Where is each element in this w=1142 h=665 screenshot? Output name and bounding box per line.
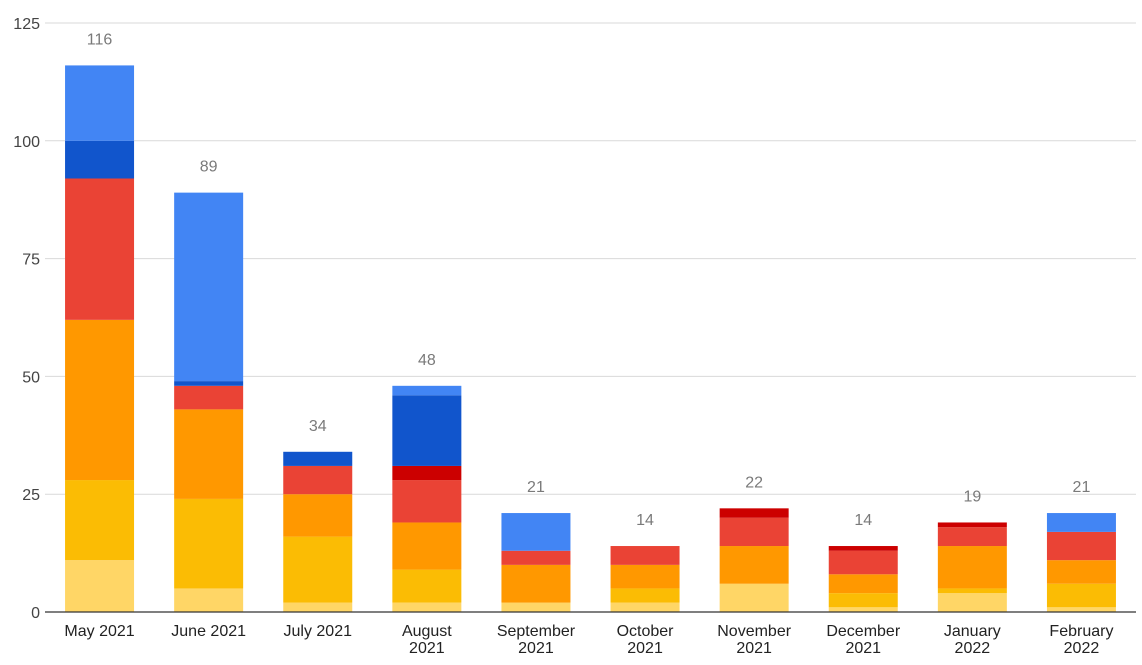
bar-segment xyxy=(937,522,1007,528)
bar-segment xyxy=(174,381,244,386)
bar-segment xyxy=(392,385,462,396)
bar-segment xyxy=(1046,560,1116,584)
bar-segment xyxy=(610,564,680,589)
bar-total-label: 34 xyxy=(309,418,327,435)
bar-segment xyxy=(719,517,789,547)
bar-segment xyxy=(1046,607,1116,612)
bar-segment xyxy=(174,192,244,382)
bar-segment xyxy=(610,588,680,603)
x-tick-label: 2021 xyxy=(518,640,554,657)
bar-segment xyxy=(937,546,1007,589)
bar-total-label: 14 xyxy=(636,512,654,529)
x-tick-label: February xyxy=(1049,623,1113,640)
bar-total-label: 14 xyxy=(854,512,872,529)
bar-segment xyxy=(828,574,898,594)
bar-segment xyxy=(501,550,571,565)
bar-total-label: 21 xyxy=(527,479,545,496)
bar-segment xyxy=(937,588,1007,594)
x-tick-label: December xyxy=(826,623,900,640)
bar-segment xyxy=(828,550,898,575)
bar-group xyxy=(501,513,571,612)
bar-total-label: 19 xyxy=(963,488,981,505)
y-tick-label: 100 xyxy=(13,134,40,151)
x-tick-label: 2021 xyxy=(409,640,445,657)
bar-segment xyxy=(501,513,571,551)
bar-total-label: 89 xyxy=(200,159,218,176)
bar-total-label: 22 xyxy=(745,474,763,491)
x-tick-label: October xyxy=(617,623,675,640)
bar-segment xyxy=(174,498,244,589)
y-tick-label: 0 xyxy=(31,605,40,622)
bar-segment xyxy=(392,602,462,612)
bar-segment xyxy=(1046,513,1116,532)
bar-segment xyxy=(501,564,571,603)
bar-segment xyxy=(610,602,680,612)
y-tick-label: 50 xyxy=(22,369,40,386)
x-tick-label: August xyxy=(402,623,452,640)
x-tick-label: June 2021 xyxy=(171,623,246,640)
bar-segment xyxy=(828,546,898,551)
bar-segment xyxy=(610,546,680,565)
bar-segment xyxy=(65,560,135,612)
bar-segment xyxy=(174,385,244,410)
bar-segment xyxy=(283,465,353,495)
bar-segment xyxy=(937,527,1007,547)
bar-segment xyxy=(1046,531,1116,561)
x-tick-label: 2022 xyxy=(1064,640,1100,657)
bar-segment xyxy=(65,65,135,141)
x-tick-label: May 2021 xyxy=(64,623,134,640)
bar-segment xyxy=(501,602,571,612)
y-tick-label: 75 xyxy=(22,252,40,269)
bar-group xyxy=(283,451,353,612)
bar-group xyxy=(392,385,462,612)
y-tick-label: 25 xyxy=(22,487,40,504)
x-tick-label: July 2021 xyxy=(284,623,353,640)
bar-group xyxy=(828,546,898,612)
bar-segment xyxy=(283,494,353,537)
bar-segment xyxy=(283,451,353,466)
x-tick-label: 2021 xyxy=(845,640,881,657)
bar-group xyxy=(937,522,1007,612)
y-tick-label: 125 xyxy=(13,16,40,33)
bar-total-label: 21 xyxy=(1073,479,1091,496)
bar-segment xyxy=(937,593,1007,612)
bar-total-label: 116 xyxy=(87,31,113,48)
bar-segment xyxy=(828,607,898,612)
x-tick-label: 2021 xyxy=(736,640,772,657)
bar-segment xyxy=(283,602,353,612)
bar-segment xyxy=(65,178,135,320)
bar-segment xyxy=(1046,583,1116,608)
bar-group xyxy=(1046,513,1116,612)
x-tick-label: November xyxy=(717,623,791,640)
x-tick-label: 2022 xyxy=(955,640,991,657)
bar-segment xyxy=(719,583,789,612)
bar-total-label: 48 xyxy=(418,352,436,369)
bar-group xyxy=(65,65,135,612)
bar-segment xyxy=(392,522,462,570)
bar-segment xyxy=(392,465,462,481)
bar-segment xyxy=(392,395,462,466)
bar-segment xyxy=(392,480,462,523)
bar-segment xyxy=(283,536,353,603)
bar-segment xyxy=(828,593,898,608)
x-tick-label: January xyxy=(944,623,1001,640)
bar-segment xyxy=(174,409,244,499)
bar-group xyxy=(719,508,789,612)
x-tick-label: 2021 xyxy=(627,640,663,657)
bar-segment xyxy=(719,546,789,584)
bar-group xyxy=(174,192,244,612)
bar-group xyxy=(610,546,680,612)
bar-segment xyxy=(392,569,462,603)
bar-segment xyxy=(65,319,135,481)
bar-segment xyxy=(65,480,135,561)
bar-segment xyxy=(174,588,244,612)
bar-segment xyxy=(719,508,789,518)
x-tick-label: September xyxy=(497,623,576,640)
bar-segment xyxy=(65,140,135,179)
